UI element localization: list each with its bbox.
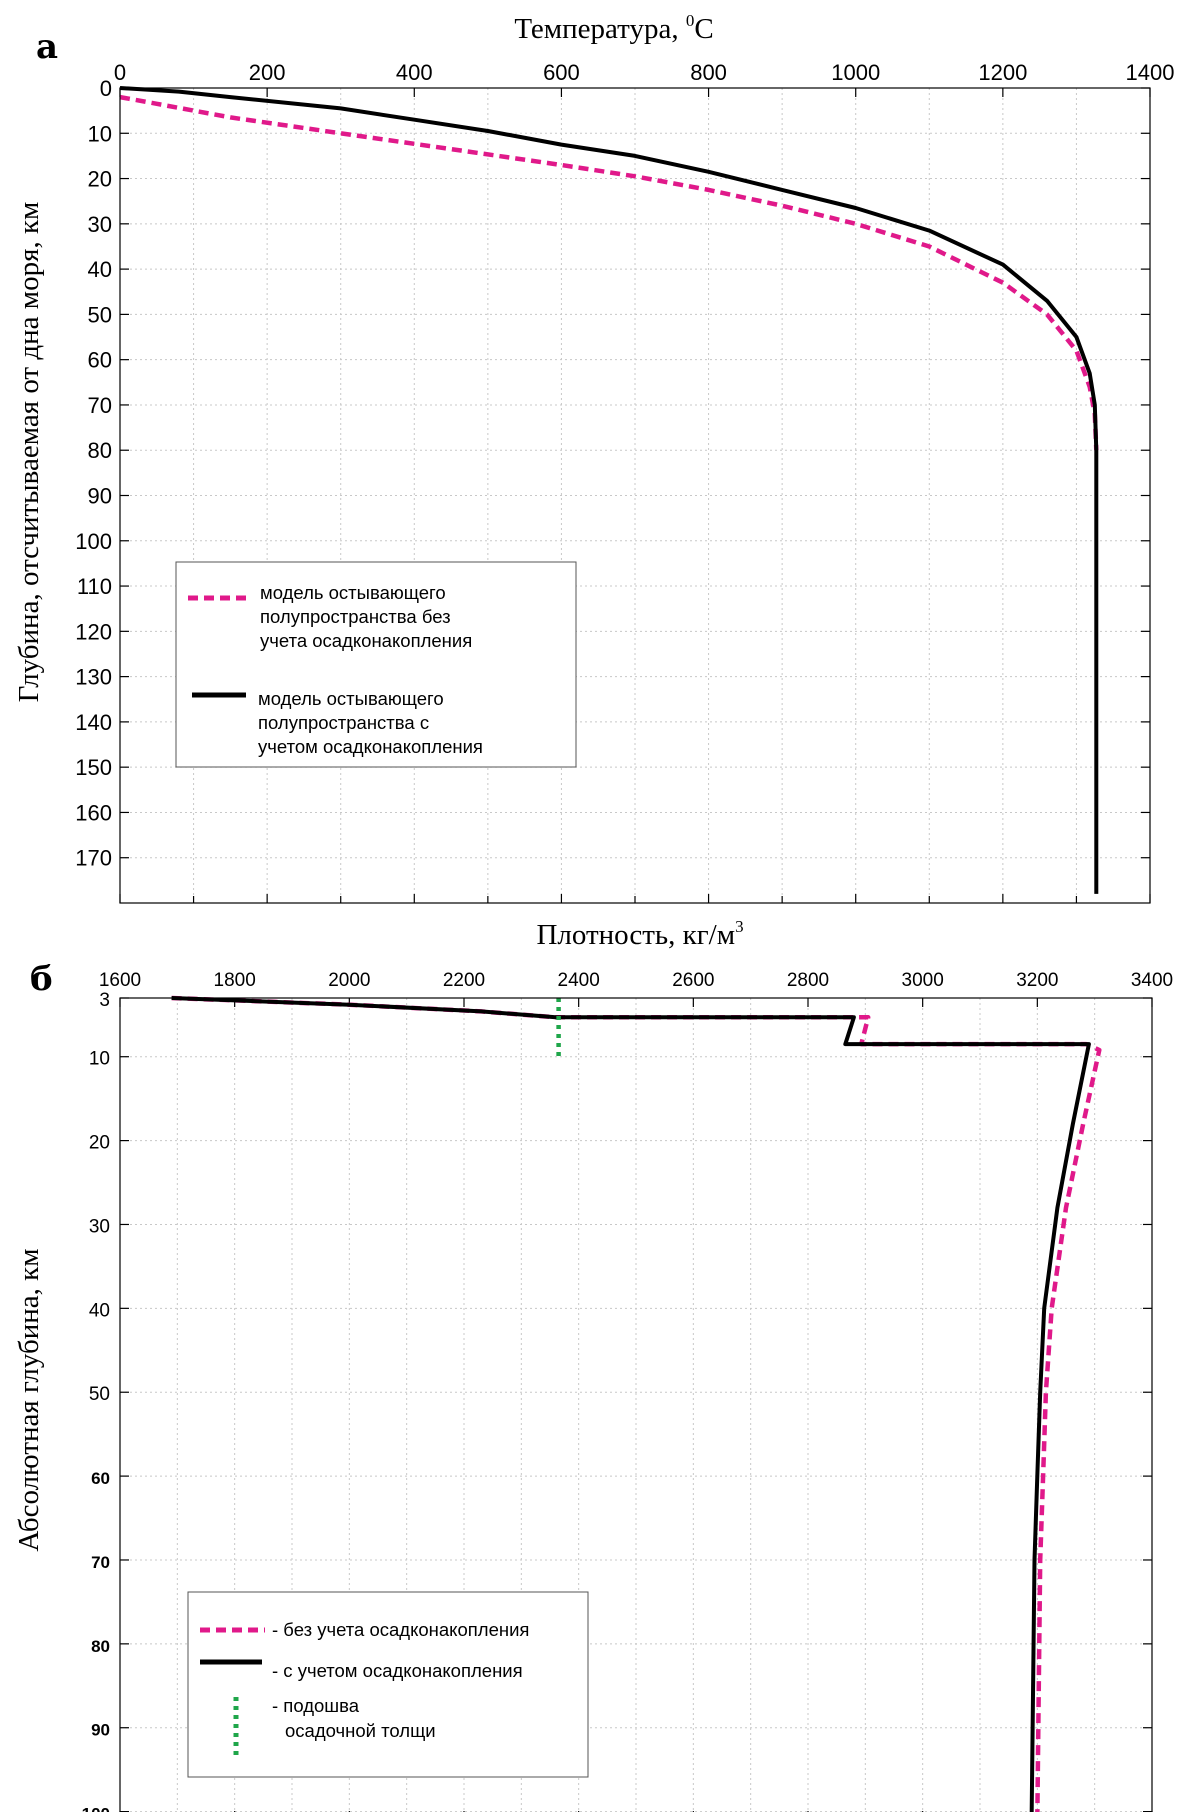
panel-b-x-tick-label: 3200 bbox=[1016, 970, 1058, 991]
panel-b-series-2-line bbox=[171, 996, 1091, 1812]
panel-b-x-title-text: Плотность, кг/м bbox=[536, 919, 735, 951]
panel-a-y-tick-label: 70 bbox=[88, 393, 112, 418]
panel-a-y-tick-label: 130 bbox=[75, 665, 112, 690]
panel-b-y-tick-label: 40 bbox=[89, 1300, 110, 1321]
panel-a-series bbox=[119, 86, 1099, 894]
panel-a-legend-label-2-line3: учетом осадконакопления bbox=[258, 736, 483, 757]
panel-b-x-tick-label: 1800 bbox=[214, 970, 256, 991]
panel-a-x-tick-label: 800 bbox=[690, 60, 727, 85]
panel-a-y-tick-label: 120 bbox=[75, 619, 112, 644]
panel-b-letter: б bbox=[30, 959, 53, 999]
panel-b-x-tick-label: 2000 bbox=[328, 970, 370, 991]
panel-b-x-title-sup: 3 bbox=[735, 917, 744, 936]
panel-a-legend-label-1-line3: учета осадконакопления bbox=[260, 630, 472, 651]
panel-b-y-tick-label: 50 bbox=[89, 1384, 110, 1405]
panel-a-y-tick-label: 20 bbox=[88, 167, 112, 192]
panel-a-y-tick-label: 90 bbox=[88, 484, 112, 509]
panel-a-y-tick-label: 60 bbox=[88, 348, 112, 373]
panel-b-ticks: 1600 1800 2000 2200 2400 2600 2800 3000 3200 3400… bbox=[82, 970, 1173, 1812]
panel-a-y-tick-label: 50 bbox=[88, 302, 112, 327]
panel-a-x-title-sup: 0 bbox=[686, 11, 695, 30]
panel-a-x-tick-label: 1200 bbox=[978, 60, 1027, 85]
panel-a-x-tick-label: 1000 bbox=[831, 60, 880, 85]
panel-b-y-tick-label: 10 bbox=[89, 1049, 110, 1070]
panel-a-legend-label-2-line1: модель остывающего bbox=[258, 688, 444, 709]
panel-a-y-tick-label: 30 bbox=[88, 212, 112, 237]
panel-a-temperature-chart: а Температура, 0C Глубина, отсчитываемая… bbox=[13, 11, 1174, 904]
panel-b-frame bbox=[119, 997, 1153, 1812]
panel-a-y-tick-label: 0 bbox=[100, 76, 112, 101]
panel-a-x-title-unit: C bbox=[694, 13, 713, 45]
panel-b-x-tick-label: 3400 bbox=[1131, 970, 1173, 991]
panel-b-y-tick-label: 100 bbox=[82, 1805, 110, 1812]
panel-a-series-2-line bbox=[119, 86, 1099, 894]
panel-a-y-tick-label: 150 bbox=[75, 755, 112, 780]
panel-b-series-1-line bbox=[171, 995, 1102, 1812]
panel-a-x-tick-label: 600 bbox=[543, 60, 580, 85]
panel-a-y-tick-label: 100 bbox=[75, 529, 112, 554]
panel-b-x-tick-label: 2600 bbox=[672, 970, 714, 991]
panel-a-y-tick-label: 80 bbox=[88, 438, 112, 463]
panel-a-grid bbox=[120, 88, 1150, 903]
panel-a-legend-label-2-line2: полупространства с bbox=[258, 712, 429, 733]
panel-b-x-axis-title: Плотность, кг/м3 bbox=[536, 917, 743, 951]
panel-b-x-tick-label: 2800 bbox=[787, 970, 829, 991]
panel-a-letter: а bbox=[36, 27, 58, 67]
panel-b-legend-label-3-line1: - подошва bbox=[272, 1695, 360, 1716]
panel-b-y-tick-label: 80 bbox=[91, 1637, 110, 1656]
panel-a-x-tick-label: 0 bbox=[114, 60, 126, 85]
panel-a-legend-label-1-line1: модель остывающего bbox=[260, 582, 446, 603]
panel-b-x-tick-label: 2400 bbox=[558, 970, 600, 991]
panel-a-y-tick-label: 170 bbox=[75, 846, 112, 871]
panel-b-y-axis-title: Абсолютная глубина, км bbox=[13, 1248, 45, 1551]
panel-b-legend-label-1: - без учета осадконакопления bbox=[272, 1619, 529, 1640]
panel-a-y-tick-label: 10 bbox=[88, 121, 112, 146]
panel-a-y-tick-label: 160 bbox=[75, 800, 112, 825]
panel-a-x-title-text: Температура, bbox=[514, 13, 686, 45]
panel-a-y-axis-title: Глубина, отсчитываемая от дна моря, км bbox=[13, 202, 45, 703]
panel-a-legend-label-1-line2: полупространства без bbox=[260, 606, 451, 627]
panel-a-x-tick-label: 400 bbox=[396, 60, 433, 85]
panel-a-x-tick-label: 1400 bbox=[1126, 60, 1175, 85]
panel-b-series bbox=[171, 995, 1102, 1812]
panel-b-y-tick-label: 3 bbox=[99, 990, 110, 1011]
panel-b-y-tick-label: 70 bbox=[91, 1553, 110, 1572]
panel-a-ticks: 0 200 400 600 800 1000 1200 1400 0 10 20 30 40 50 60 70… bbox=[75, 60, 1174, 903]
panel-a-x-axis-title: Температура, 0C bbox=[514, 11, 713, 45]
panel-a-y-tick-label: 40 bbox=[88, 257, 112, 282]
panel-b-x-tick-label: 1600 bbox=[99, 970, 141, 991]
panel-b-legend-label-2: - с учетом осадконакопления bbox=[272, 1660, 523, 1681]
panel-a-x-tick-label: 200 bbox=[249, 60, 286, 85]
panel-b-legend: - без учета осадконакопления - с учетом … bbox=[187, 1591, 589, 1778]
panel-b-legend-box bbox=[187, 1591, 589, 1778]
panel-a-y-tick-label: 110 bbox=[77, 574, 112, 599]
panel-b-x-tick-label: 2200 bbox=[443, 970, 485, 991]
panel-a-legend: модель остывающего полупространства без … bbox=[175, 561, 577, 768]
panel-b-density-chart: б Плотность, кг/м3 Абсолютная глубина, к… bbox=[13, 917, 1173, 1812]
panel-b-x-tick-label: 3000 bbox=[902, 970, 944, 991]
panel-a-y-tick-label: 140 bbox=[75, 710, 112, 735]
panel-b-legend-label-3-line2: осадочной толщи bbox=[285, 1720, 436, 1741]
panel-b-y-tick-label: 30 bbox=[89, 1216, 110, 1237]
panel-b-y-tick-label: 90 bbox=[91, 1721, 110, 1740]
panel-b-y-tick-label: 20 bbox=[89, 1133, 110, 1154]
panel-b-grid bbox=[120, 998, 1152, 1812]
panel-b-y-tick-label: 60 bbox=[91, 1469, 110, 1488]
panel-a-frame bbox=[119, 87, 1151, 904]
